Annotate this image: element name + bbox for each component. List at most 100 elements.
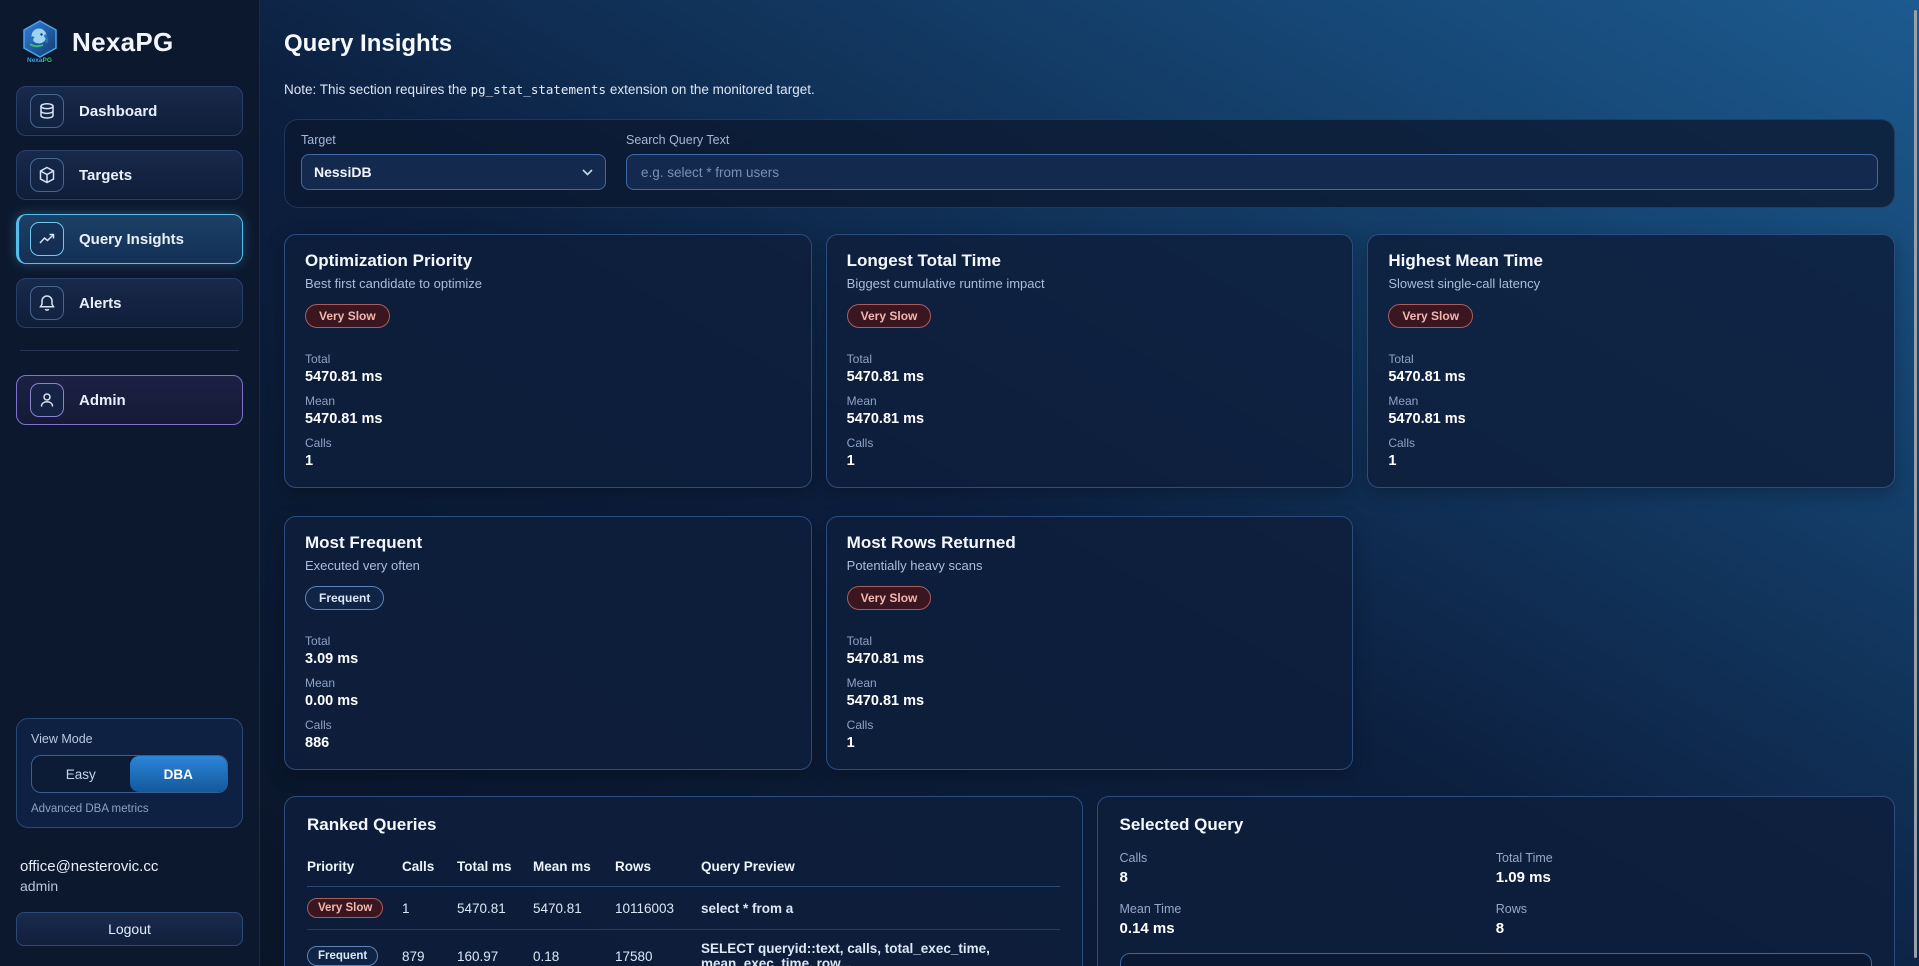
sidebar-item-admin[interactable]: Admin: [16, 375, 243, 425]
metric-value: 5470.81 ms: [846, 693, 925, 709]
card-subtitle: Biggest cumulative runtime impact: [846, 276, 1045, 291]
target-label: Target: [301, 133, 336, 147]
metric-mean: Mean 5470.81 ms: [305, 394, 791, 427]
metric-label: Calls: [846, 436, 874, 450]
stat-label: Mean Time: [1119, 902, 1182, 916]
view-mode-toggle: Easy DBA: [31, 755, 228, 793]
view-mode-option-dba[interactable]: DBA: [129, 756, 227, 792]
sidebar-spacer: [0, 439, 259, 718]
sidebar-item-label: Alerts: [79, 294, 122, 312]
target-select-value: NessiDB: [314, 164, 372, 180]
search-input[interactable]: [626, 154, 1878, 190]
metric-calls: Calls 886: [305, 718, 791, 751]
ranked-queries-title: Ranked Queries: [307, 815, 437, 834]
sidebar-item-dashboard[interactable]: Dashboard: [16, 86, 243, 136]
stat-rows: Rows 8: [1496, 902, 1872, 937]
sidebar-item-label: Dashboard: [79, 102, 158, 120]
metric-value: 5470.81 ms: [846, 369, 925, 385]
summary-cards: Optimization Priority Best first candida…: [284, 234, 1895, 770]
metric-label: Calls: [305, 436, 332, 450]
user-icon: [30, 383, 64, 417]
table-row[interactable]: Very Slow 1 5470.81 5470.81 10116003 sel…: [307, 886, 1060, 930]
app-title: NexaPG: [72, 26, 174, 57]
metric-label: Total: [1388, 352, 1414, 366]
sidebar-item-label: Query Insights: [79, 230, 185, 248]
logo-row: NexaPG NexaPG: [0, 0, 259, 86]
target-select[interactable]: NessiDB: [301, 154, 606, 190]
status-badge: Very Slow: [1388, 304, 1474, 328]
view-mode-panel: View Mode Easy DBA Advanced DBA metrics: [16, 718, 243, 828]
chart-icon: [30, 222, 64, 256]
metric-value: 5470.81 ms: [846, 651, 925, 667]
metric-mean: Mean 0.00 ms: [305, 676, 791, 709]
metric-mean: Mean 5470.81 ms: [847, 394, 1333, 427]
view-mode-option-easy[interactable]: Easy: [65, 766, 96, 782]
metric-total: Total 5470.81 ms: [847, 352, 1333, 385]
note-code: pg_stat_statements: [470, 82, 607, 97]
table-row[interactable]: Frequent 879 160.97 0.18 17580 SELECT qu…: [307, 929, 1060, 966]
metric-total: Total 5470.81 ms: [1388, 352, 1874, 385]
stat-calls: Calls 8: [1120, 851, 1496, 886]
bottom-panels: Ranked Queries Priority Calls Total ms M…: [284, 796, 1895, 966]
metric-value: 1: [1388, 453, 1397, 469]
metric-value: 3.09 ms: [305, 651, 359, 667]
sidebar-divider: [20, 350, 239, 351]
bell-icon: [30, 286, 64, 320]
metric-value: 5470.81 ms: [305, 369, 383, 385]
metric-value: 886: [305, 735, 330, 751]
vertical-scrollbar[interactable]: [1914, 10, 1917, 958]
column-header: Total ms: [457, 853, 533, 887]
stat-label: Calls: [1119, 851, 1148, 865]
total-ms-cell: 5470.81: [457, 886, 533, 930]
sidebar-item-label: Admin: [79, 391, 126, 409]
chevron-down-icon: [582, 168, 593, 176]
card-subtitle: Best first candidate to optimize: [305, 276, 483, 291]
card-title: Most Frequent: [305, 533, 423, 552]
search-field: Search Query Text: [626, 133, 1878, 190]
metric-label: Calls: [1388, 436, 1415, 450]
card-subtitle: Slowest single-call latency: [1388, 276, 1541, 291]
metric-calls: Calls 1: [847, 718, 1333, 751]
calls-cell: 1: [402, 886, 457, 930]
sidebar-item-alerts[interactable]: Alerts: [16, 278, 243, 328]
ranked-queries-table: Priority Calls Total ms Mean ms Rows Que…: [307, 853, 1060, 966]
table-header-row: Priority Calls Total ms Mean ms Rows Que…: [307, 853, 1060, 887]
mean-ms-cell: 5470.81: [533, 886, 615, 930]
column-header: Priority: [307, 853, 402, 887]
column-header: Rows: [615, 853, 701, 887]
total-ms-cell: 160.97: [457, 929, 533, 966]
user-role: admin: [20, 878, 59, 894]
ranked-queries-panel: Ranked Queries Priority Calls Total ms M…: [284, 796, 1083, 966]
column-header: Mean ms: [533, 853, 615, 887]
nexapg-logo-icon: NexaPG: [20, 20, 60, 64]
metric-total: Total 5470.81 ms: [305, 352, 791, 385]
metric-label: Mean: [846, 394, 877, 408]
status-badge: Very Slow: [846, 304, 932, 328]
metric-calls: Calls 1: [1388, 436, 1874, 469]
rows-cell: 10116003: [615, 886, 701, 930]
stat-label: Total Time: [1495, 851, 1553, 865]
metric-value: 5470.81 ms: [305, 411, 383, 427]
stat-value: 1.09 ms: [1495, 869, 1551, 886]
metric-calls: Calls 1: [847, 436, 1333, 469]
card-highest-mean-time: Highest Mean Time Slowest single-call la…: [1367, 234, 1895, 488]
calls-cell: 879: [402, 929, 457, 966]
sidebar-item-query-insights[interactable]: Query Insights: [16, 214, 243, 264]
sidebar-item-label: Targets: [79, 166, 133, 184]
target-field: Target NessiDB: [301, 133, 606, 190]
selected-query-title: Selected Query: [1119, 815, 1244, 834]
page-title: Query Insights: [284, 30, 453, 57]
card-subtitle: Executed very often: [305, 558, 420, 573]
database-icon: [30, 94, 64, 128]
stat-mean-time: Mean Time 0.14 ms: [1120, 902, 1496, 937]
logout-button[interactable]: Logout: [16, 912, 243, 946]
selected-query-stats: Calls 8 Total Time 1.09 ms Mean Time 0.1…: [1120, 851, 1873, 937]
metric-label: Total: [846, 352, 873, 366]
status-badge: Very Slow: [846, 586, 932, 610]
priority-cell: Very Slow: [307, 886, 402, 930]
sidebar-item-targets[interactable]: Targets: [16, 150, 243, 200]
status-badge: Very Slow: [305, 304, 390, 328]
note-prefix: Note: This section requires the: [284, 82, 471, 97]
status-badge: Frequent: [305, 586, 385, 610]
